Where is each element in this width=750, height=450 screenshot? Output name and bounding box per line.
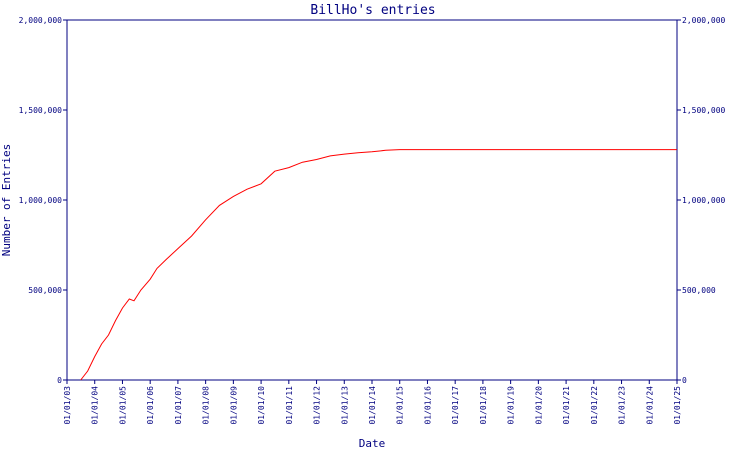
- x-tick-label: 01/01/03: [63, 386, 72, 425]
- y-axis-right: 0 500,000 1,000,000 1,500,000 2,000,000: [677, 16, 726, 385]
- y-tick-label-left: 0: [57, 376, 62, 385]
- x-tick-label: 01/01/07: [174, 386, 183, 425]
- y-tick-label-right: 0: [682, 376, 687, 385]
- y-tick-label-right: 500,000: [682, 286, 716, 295]
- x-tick-label: 01/01/25: [673, 386, 682, 425]
- y-tick-label-right: 1,500,000: [682, 106, 726, 115]
- x-tick-label: 01/01/18: [479, 386, 488, 425]
- x-tick-label: 01/01/10: [257, 386, 266, 425]
- x-tick-label: 01/01/23: [618, 386, 627, 425]
- x-tick-label: 01/01/08: [202, 386, 211, 425]
- y-tick-label-left: 2,000,000: [19, 16, 63, 25]
- y-axis-left: 0 500,000 1,000,000 1,500,000 2,000,000: [19, 16, 67, 385]
- x-tick-label: 01/01/21: [562, 386, 571, 425]
- x-tick-label: 01/01/24: [645, 386, 654, 425]
- x-tick-label: 01/01/13: [340, 386, 349, 425]
- series-layer: [80, 149, 677, 381]
- x-tick-label: 01/01/14: [368, 386, 377, 425]
- x-tick-label: 01/01/06: [146, 386, 155, 425]
- x-axis-label: Date: [359, 437, 386, 450]
- x-axis: 01/01/03 01/01/04 01/01/05 01/01/06 01/01/07…: [63, 380, 682, 425]
- x-tick-label: 01/01/05: [118, 386, 127, 425]
- chart-title: BillHo's entries: [310, 3, 435, 18]
- x-tick-label: 01/01/19: [507, 386, 516, 425]
- x-tick-label: 01/01/15: [396, 386, 405, 425]
- y-tick-label-left: 1,500,000: [19, 106, 63, 115]
- y-tick-label-right: 1,000,000: [682, 196, 726, 205]
- y-tick-label-right: 2,000,000: [682, 16, 726, 25]
- x-tick-label: 01/01/04: [91, 386, 100, 425]
- x-tick-label: 01/01/12: [313, 386, 322, 425]
- x-tick-label: 01/01/16: [423, 386, 432, 425]
- y-tick-label-left: 500,000: [28, 286, 62, 295]
- plot-frame: [66, 19, 678, 381]
- x-tick-label: 01/01/22: [590, 386, 599, 425]
- y-axis-label: Number of Entries: [0, 144, 13, 257]
- x-tick-label: 01/01/17: [451, 386, 460, 425]
- x-tick-label: 01/01/20: [534, 386, 543, 425]
- x-tick-label: 01/01/11: [285, 386, 294, 425]
- y-tick-label-left: 1,000,000: [19, 196, 63, 205]
- x-tick-label: 01/01/09: [229, 386, 238, 425]
- entries-series-line: [80, 149, 677, 381]
